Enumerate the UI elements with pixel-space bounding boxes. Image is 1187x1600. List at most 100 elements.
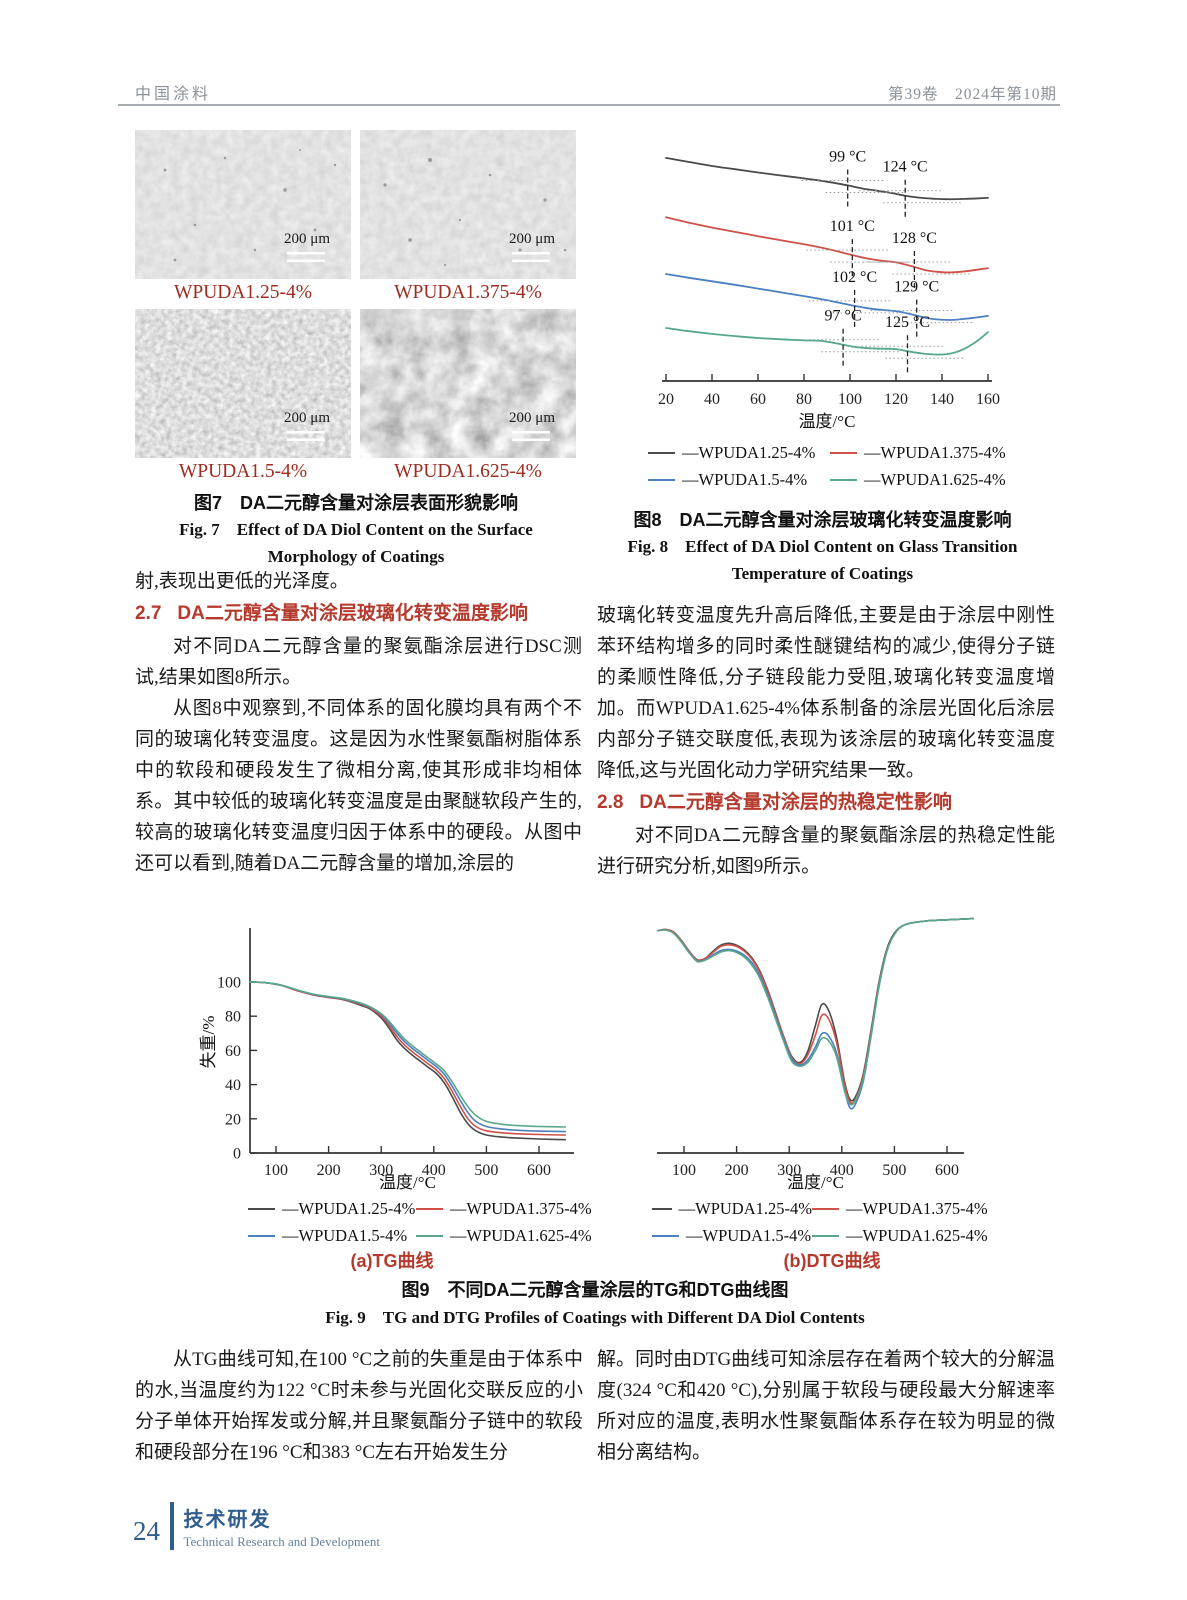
svg-text:100: 100	[264, 1162, 288, 1179]
svg-text:99 °C: 99 °C	[829, 148, 866, 165]
scale-label: 200 μm	[509, 410, 555, 426]
svg-text:101 °C: 101 °C	[830, 218, 875, 235]
legend-swatch	[416, 1207, 443, 1211]
legend-swatch	[248, 1207, 275, 1211]
legend-item: —WPUDA1.25-4%	[652, 1199, 812, 1219]
svg-text:600: 600	[935, 1162, 959, 1179]
micrograph-cell: 200 μm WPUDA1.5-4%	[135, 309, 351, 488]
svg-text:温度/°C: 温度/°C	[787, 1173, 844, 1192]
legend-swatch	[248, 1234, 275, 1238]
svg-text:80: 80	[796, 391, 812, 408]
legend-item: —WPUDA1.5-4%	[648, 470, 830, 490]
bottom-right-text: 解。同时由DTG曲线可知涂层存在着两个较大的分解温度(324 °C和420 °C…	[597, 1344, 1055, 1468]
svg-text:120: 120	[884, 391, 908, 408]
figure9-tg-legend: —WPUDA1.25-4% —WPUDA1.375-4% —WPUDA1.5-4…	[248, 1199, 598, 1246]
legend-item: —WPUDA1.625-4%	[830, 470, 1040, 490]
legend-item: —WPUDA1.25-4%	[248, 1199, 416, 1219]
page-number: 24	[133, 1515, 160, 1546]
svg-text:200: 200	[317, 1162, 341, 1179]
figure8-dsc-chart: 20 40 60 80 100 120 140 160 温度/°C 99 °C 124 °C 101 …	[658, 148, 1000, 431]
section-number: 2.7	[135, 603, 162, 624]
svg-text:80: 80	[225, 1009, 241, 1026]
scale-bar	[287, 431, 325, 441]
svg-text:500: 500	[474, 1162, 498, 1179]
figure9-dtg-chart: 100 200 300 400 500 600 温度/°C	[656, 917, 975, 1192]
svg-text:100: 100	[217, 975, 241, 992]
figure8-caption-en-line1: Fig. 8 Effect of DA Diol Content on Glas…	[627, 537, 1018, 556]
paragraph: 解。同时由DTG曲线可知涂层存在着两个较大的分解温度(324 °C和420 °C…	[597, 1349, 1055, 1463]
svg-text:124 °C: 124 °C	[883, 159, 928, 176]
figure9-caption-cn: 图9 不同DA二元醇含量涂层的TG和DTG曲线图	[401, 1280, 789, 1300]
header-rule	[118, 104, 1060, 106]
footer-section-cn: 技术研发	[183, 1508, 272, 1531]
micrograph-label: WPUDA1.375-4%	[394, 282, 542, 303]
legend-item: —WPUDA1.5-4%	[652, 1226, 812, 1246]
svg-text:600: 600	[527, 1162, 551, 1179]
svg-text:125 °C: 125 °C	[885, 314, 930, 331]
svg-text:97 °C: 97 °C	[825, 308, 862, 325]
svg-text:160: 160	[976, 391, 1000, 408]
scale-label: 200 μm	[284, 410, 330, 426]
figure7-micrograph-grid: 200 μm WPUDA1.25-4%	[135, 130, 577, 488]
legend-label: —WPUDA1.5-4%	[682, 470, 808, 489]
svg-text:300: 300	[369, 1162, 393, 1179]
figure9-subcaption-b: (b)DTG曲线	[783, 1251, 881, 1271]
legend-item: —WPUDA1.625-4%	[812, 1226, 994, 1246]
legend-swatch	[812, 1207, 839, 1211]
micrograph-label: WPUDA1.25-4%	[173, 282, 313, 303]
svg-text:300: 300	[777, 1162, 801, 1179]
legend-label: —WPUDA1.5-4%	[282, 1226, 408, 1245]
svg-text:60: 60	[750, 391, 766, 408]
section-heading-2-7: 2.7 DA二元醇含量对涂层玻璃化转变温度影响	[135, 597, 582, 631]
section-title: DA二元醇含量对涂层玻璃化转变温度影响	[177, 603, 528, 624]
svg-text:60: 60	[225, 1043, 241, 1060]
right-column-text: 玻璃化转变温度先升高后降低,主要是由于涂层中刚性苯环结构增多的同时柔性醚键结构的…	[597, 600, 1055, 882]
svg-text:500: 500	[882, 1162, 906, 1179]
legend-item: —WPUDA1.375-4%	[812, 1199, 994, 1219]
svg-text:失重/%: 失重/%	[199, 1016, 218, 1069]
svg-text:20: 20	[658, 391, 674, 408]
svg-text:0: 0	[233, 1146, 241, 1163]
legend-swatch	[652, 1207, 672, 1211]
micrograph-label: WPUDA1.625-4%	[394, 461, 542, 482]
speck-dots	[163, 149, 337, 262]
issue-info: 第39卷 2024年第10期	[887, 86, 1057, 103]
figure7-caption-en-line1: Fig. 7 Effect of DA Diol Content on the …	[179, 520, 533, 539]
scale-label: 200 μm	[284, 231, 330, 247]
legend-swatch	[830, 451, 857, 455]
figure9-dtg-legend: —WPUDA1.25-4% —WPUDA1.375-4% —WPUDA1.5-4…	[652, 1199, 994, 1246]
figure7-caption-en-line2: Morphology of Coatings	[267, 547, 445, 566]
scale-bar	[287, 252, 325, 262]
legend-label: —WPUDA1.5-4%	[686, 1226, 812, 1245]
legend-swatch	[830, 478, 857, 482]
micrograph-image: 200 μm	[360, 309, 576, 458]
svg-text:温度/°C: 温度/°C	[379, 1173, 436, 1192]
legend-swatch	[648, 478, 675, 482]
scale-bar	[512, 252, 550, 262]
paragraph: 玻璃化转变温度先升高后降低,主要是由于涂层中刚性苯环结构增多的同时柔性醚键结构的…	[597, 605, 1055, 781]
figure9-caption-en: Fig. 9 TG and DTG Profiles of Coatings w…	[325, 1308, 865, 1327]
legend-item: —WPUDA1.25-4%	[648, 443, 830, 463]
svg-text:400: 400	[422, 1162, 446, 1179]
legend-label: —WPUDA1.25-4%	[282, 1199, 416, 1218]
micrograph-cell: 200 μm WPUDA1.25-4%	[135, 130, 351, 309]
legend-swatch	[812, 1234, 839, 1238]
micrograph-image: 200 μm	[135, 130, 351, 279]
page-footer: 24 技术研发 Technical Research and Developme…	[133, 1502, 380, 1550]
figure8-caption-cn: 图8 DA二元醇含量对涂层玻璃化转变温度影响	[633, 510, 1012, 530]
section-title: DA二元醇含量对涂层的热稳定性影响	[639, 792, 952, 813]
footer-section-en: Technical Research and Development	[183, 1533, 381, 1549]
legend-label: —WPUDA1.25-4%	[678, 1199, 812, 1218]
figure7-caption-cn: 图7 DA二元醇含量对涂层表面形貌影响	[193, 493, 518, 513]
paragraph: 对不同DA二元醇含量的聚氨酯涂层的热稳定性能进行研究分析,如图9所示。	[597, 825, 1055, 877]
svg-text:200: 200	[725, 1162, 749, 1179]
bottom-left-text: 从TG曲线可知,在100 °C之前的失重是由于体系中的水,当温度约为122 °C…	[135, 1344, 583, 1468]
legend-item: —WPUDA1.5-4%	[248, 1226, 416, 1246]
figure8-legend: —WPUDA1.25-4% —WPUDA1.375-4% —WPUDA1.5-4…	[648, 443, 1040, 490]
figure8-caption-en: Fig. 8 Effect of DA Diol Content on Glas…	[595, 533, 1050, 587]
legend-item: —WPUDA1.625-4%	[416, 1226, 598, 1246]
svg-text:40: 40	[704, 391, 720, 408]
journal-name: 中国涂料	[135, 86, 212, 103]
footer-divider	[170, 1502, 174, 1550]
